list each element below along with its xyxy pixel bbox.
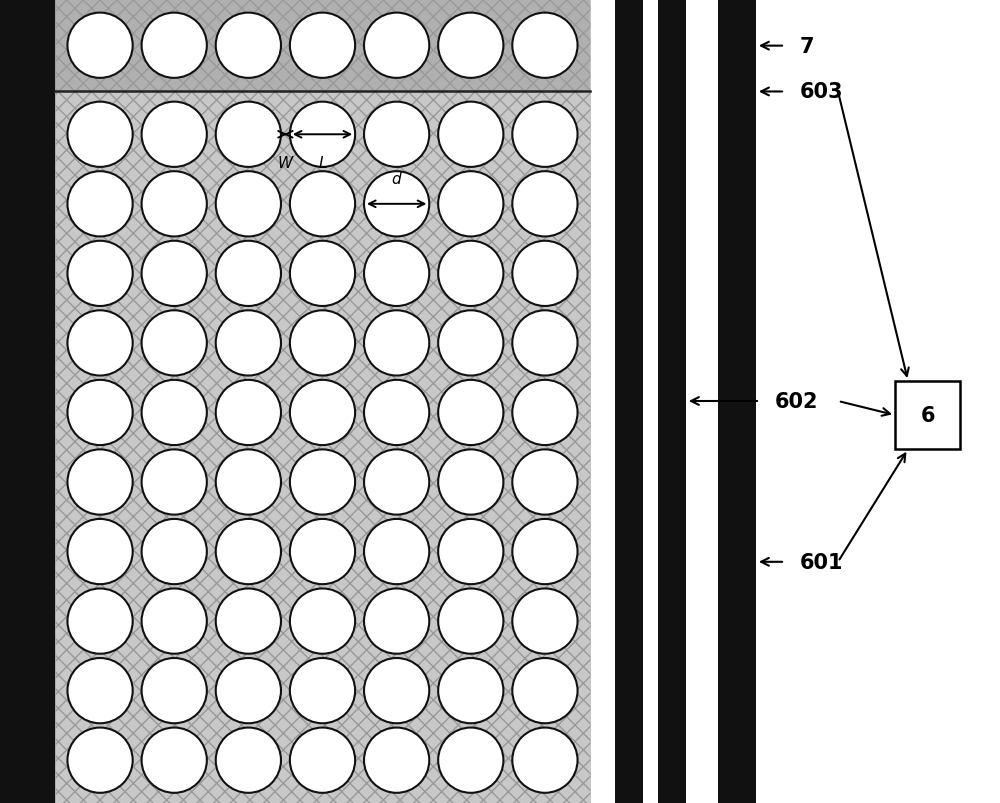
Ellipse shape	[438, 450, 503, 515]
Ellipse shape	[438, 381, 503, 446]
Ellipse shape	[67, 728, 133, 793]
Ellipse shape	[512, 728, 578, 793]
Ellipse shape	[216, 103, 281, 168]
Ellipse shape	[512, 589, 578, 654]
Ellipse shape	[512, 103, 578, 168]
Ellipse shape	[142, 520, 207, 585]
Ellipse shape	[364, 728, 429, 793]
Ellipse shape	[142, 311, 207, 376]
Ellipse shape	[364, 589, 429, 654]
Ellipse shape	[142, 728, 207, 793]
Ellipse shape	[142, 14, 207, 79]
Ellipse shape	[512, 172, 578, 237]
Ellipse shape	[142, 381, 207, 446]
Bar	[895, 381, 960, 450]
Ellipse shape	[364, 311, 429, 376]
Ellipse shape	[512, 242, 578, 307]
Ellipse shape	[67, 450, 133, 515]
Text: 6: 6	[920, 406, 935, 426]
Ellipse shape	[216, 728, 281, 793]
Ellipse shape	[142, 172, 207, 237]
Text: 601: 601	[800, 552, 844, 572]
Text: $d$: $d$	[391, 171, 403, 186]
Ellipse shape	[512, 520, 578, 585]
Ellipse shape	[67, 103, 133, 168]
Ellipse shape	[67, 658, 133, 724]
Ellipse shape	[216, 520, 281, 585]
Ellipse shape	[67, 311, 133, 376]
Ellipse shape	[142, 103, 207, 168]
Bar	[0, 0, 55, 803]
Ellipse shape	[290, 14, 355, 79]
Ellipse shape	[67, 381, 133, 446]
Ellipse shape	[290, 172, 355, 237]
Bar	[55, 92, 590, 803]
Ellipse shape	[438, 172, 503, 237]
Ellipse shape	[216, 14, 281, 79]
Ellipse shape	[142, 658, 207, 724]
Bar	[615, 0, 643, 803]
Ellipse shape	[364, 14, 429, 79]
Text: $L$: $L$	[318, 155, 327, 170]
Text: $W$: $W$	[277, 155, 294, 170]
Ellipse shape	[67, 14, 133, 79]
Ellipse shape	[216, 172, 281, 237]
Text: 7: 7	[800, 37, 814, 56]
Ellipse shape	[438, 242, 503, 307]
Ellipse shape	[438, 14, 503, 79]
Ellipse shape	[216, 311, 281, 376]
Ellipse shape	[67, 172, 133, 237]
Ellipse shape	[216, 381, 281, 446]
Ellipse shape	[438, 311, 503, 376]
Bar	[55, 0, 590, 92]
Ellipse shape	[364, 658, 429, 724]
Ellipse shape	[512, 658, 578, 724]
Ellipse shape	[290, 103, 355, 168]
Ellipse shape	[364, 242, 429, 307]
Ellipse shape	[67, 242, 133, 307]
Ellipse shape	[512, 14, 578, 79]
Bar	[718, 0, 756, 803]
Ellipse shape	[216, 242, 281, 307]
Ellipse shape	[364, 520, 429, 585]
Ellipse shape	[142, 450, 207, 515]
Ellipse shape	[364, 450, 429, 515]
Ellipse shape	[438, 658, 503, 724]
Ellipse shape	[290, 450, 355, 515]
Ellipse shape	[364, 172, 429, 237]
Ellipse shape	[438, 728, 503, 793]
Text: 603: 603	[800, 83, 844, 102]
Ellipse shape	[512, 381, 578, 446]
Ellipse shape	[364, 381, 429, 446]
Ellipse shape	[438, 520, 503, 585]
Bar	[590, 0, 1000, 803]
Bar	[55, 92, 590, 803]
Ellipse shape	[438, 589, 503, 654]
Bar	[658, 0, 686, 803]
Ellipse shape	[216, 658, 281, 724]
Ellipse shape	[290, 381, 355, 446]
Ellipse shape	[364, 103, 429, 168]
Ellipse shape	[290, 658, 355, 724]
Ellipse shape	[290, 242, 355, 307]
Ellipse shape	[438, 103, 503, 168]
Ellipse shape	[512, 311, 578, 376]
Bar	[55, 0, 590, 92]
Ellipse shape	[290, 311, 355, 376]
Ellipse shape	[142, 242, 207, 307]
Ellipse shape	[290, 520, 355, 585]
Text: 602: 602	[775, 392, 818, 411]
Ellipse shape	[216, 589, 281, 654]
Ellipse shape	[290, 728, 355, 793]
Ellipse shape	[216, 450, 281, 515]
Ellipse shape	[512, 450, 578, 515]
Ellipse shape	[290, 589, 355, 654]
Ellipse shape	[142, 589, 207, 654]
Ellipse shape	[67, 589, 133, 654]
Ellipse shape	[67, 520, 133, 585]
